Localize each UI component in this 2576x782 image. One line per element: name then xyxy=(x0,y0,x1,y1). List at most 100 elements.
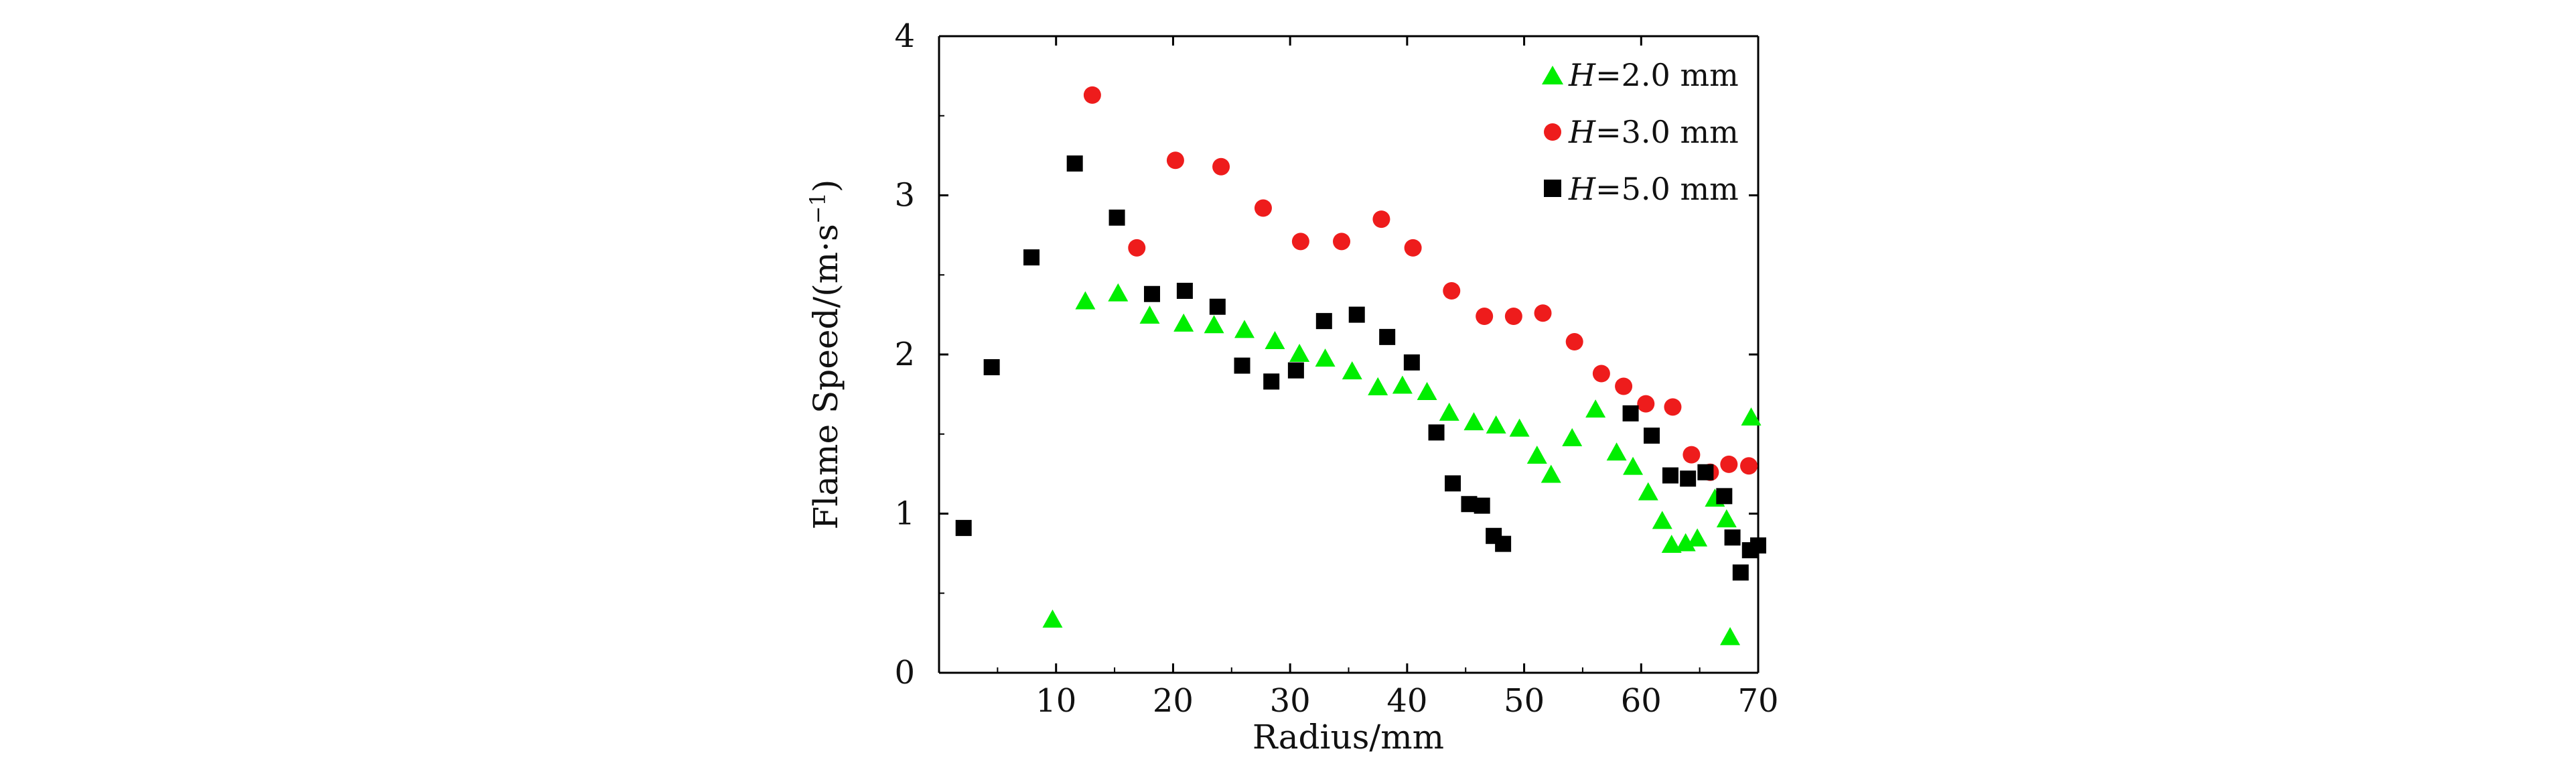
x-tick-label: 20 xyxy=(1153,682,1194,720)
data-points xyxy=(955,86,1766,645)
legend-label-h5-rest: =5.0 mm xyxy=(1595,171,1739,207)
data-point-triangle xyxy=(1541,464,1561,483)
data-point-circle xyxy=(1166,151,1184,170)
x-axis-title: Radius/mm xyxy=(1253,718,1444,757)
data-point-square xyxy=(1315,313,1332,330)
data-point-square xyxy=(955,519,972,536)
data-point-square xyxy=(1697,464,1714,480)
data-point-triangle xyxy=(1526,446,1547,464)
data-point-circle xyxy=(1720,455,1738,473)
y-tick-label: 0 xyxy=(894,654,915,692)
data-point-circle xyxy=(1291,233,1309,251)
data-point-square xyxy=(1724,529,1741,546)
data-point-triangle xyxy=(1392,375,1413,394)
data-point-triangle xyxy=(1675,533,1696,551)
x-tick-label: 10 xyxy=(1035,682,1076,720)
data-point-circle xyxy=(1664,398,1682,416)
data-point-square xyxy=(1066,155,1083,172)
data-point-circle xyxy=(1592,365,1610,383)
legend-triangle-marker xyxy=(1542,66,1563,84)
data-point-square xyxy=(1662,467,1678,484)
legend-label-h5-var: H xyxy=(1568,171,1596,207)
data-point-triangle xyxy=(1486,415,1506,434)
data-point-square xyxy=(1176,283,1193,299)
data-point-triangle xyxy=(1509,418,1530,437)
data-point-circle xyxy=(1504,308,1522,325)
data-point-square xyxy=(1348,306,1365,323)
legend-label-h2-var: H xyxy=(1568,57,1596,93)
data-point-square xyxy=(1732,564,1749,581)
data-point-square xyxy=(1644,428,1660,444)
legend-label-h3-var: H xyxy=(1568,114,1596,150)
data-point-square xyxy=(1622,405,1639,421)
data-point-triangle xyxy=(1652,511,1672,529)
data-point-circle xyxy=(1740,457,1758,475)
data-point-square xyxy=(1474,497,1490,514)
data-point-triangle xyxy=(1606,442,1627,461)
data-point-square xyxy=(1428,424,1445,441)
legend-label-h2-rest: =2.0 mm xyxy=(1595,57,1739,93)
data-point-square xyxy=(1209,298,1226,315)
data-point-triangle xyxy=(1075,291,1096,310)
data-point-triangle xyxy=(1173,313,1194,332)
y-axis-title-close: ) xyxy=(806,180,845,193)
data-point-triangle xyxy=(1042,609,1063,628)
data-point-triangle xyxy=(1139,306,1160,324)
data-point-triangle xyxy=(1234,320,1255,338)
data-point-circle xyxy=(1404,239,1422,257)
data-point-triangle xyxy=(1342,361,1362,380)
data-point-circle xyxy=(1254,199,1272,217)
data-point-triangle xyxy=(1687,528,1708,547)
y-axis-title-superscript: −1 xyxy=(805,192,831,224)
data-point-triangle xyxy=(1204,315,1224,334)
series-2-points xyxy=(955,155,1766,581)
data-point-triangle xyxy=(1265,331,1285,349)
data-point-square xyxy=(1495,535,1512,552)
data-point-square xyxy=(1403,354,1420,371)
data-point-circle xyxy=(1372,210,1390,229)
data-point-circle xyxy=(1565,333,1583,350)
legend-label-h2: H=2.0 mm xyxy=(1568,57,1739,93)
data-point-triangle xyxy=(1638,482,1658,501)
data-point-triangle xyxy=(1562,428,1583,446)
legend-label-h3: H=3.0 mm xyxy=(1568,114,1739,150)
data-point-triangle xyxy=(1289,344,1310,362)
legend-entry-h2: H=2.0 mm xyxy=(1542,57,1739,93)
data-point-square xyxy=(1023,249,1040,266)
data-point-triangle xyxy=(1585,399,1606,418)
legend-entry-h5: H=5.0 mm xyxy=(1544,171,1739,207)
data-point-triangle xyxy=(1720,627,1741,645)
data-point-triangle xyxy=(1623,456,1644,475)
data-point-circle xyxy=(1443,282,1461,300)
x-tick-label: 50 xyxy=(1504,682,1545,720)
legend: H=2.0 mm H=3.0 mm H=5.0 mm xyxy=(1542,57,1739,207)
data-point-triangle xyxy=(1315,348,1336,367)
data-point-square xyxy=(983,359,1000,375)
legend-circle-marker xyxy=(1544,123,1561,141)
data-point-circle xyxy=(1083,86,1101,104)
data-point-triangle xyxy=(1417,382,1437,400)
legend-label-h5: H=5.0 mm xyxy=(1568,171,1739,207)
data-point-circle xyxy=(1476,308,1494,325)
data-point-circle xyxy=(1534,304,1552,322)
data-point-square xyxy=(1444,475,1461,492)
data-point-square xyxy=(1234,357,1250,374)
axis-tick-labels: 10 20 30 40 50 60 70 0 1 2 3 4 xyxy=(894,17,1778,720)
x-tick-label: 40 xyxy=(1386,682,1427,720)
data-point-triangle xyxy=(1368,377,1388,395)
x-tick-label: 30 xyxy=(1270,682,1311,720)
series-0-points xyxy=(1042,283,1762,645)
y-tick-label: 2 xyxy=(894,336,915,373)
data-point-triangle xyxy=(1463,412,1484,431)
x-tick-label: 70 xyxy=(1737,682,1778,720)
legend-square-marker xyxy=(1544,180,1561,197)
data-point-square xyxy=(1108,209,1125,226)
y-axis-title: Flame Speed/(m·s−1) xyxy=(805,180,845,530)
data-point-triangle xyxy=(1108,283,1129,302)
data-point-triangle xyxy=(1661,535,1682,553)
y-axis-title-main: Flame Speed/(m·s xyxy=(806,224,845,529)
data-point-triangle xyxy=(1439,402,1459,421)
data-point-circle xyxy=(1333,233,1351,251)
data-point-square xyxy=(1287,362,1304,379)
data-point-circle xyxy=(1683,446,1701,464)
